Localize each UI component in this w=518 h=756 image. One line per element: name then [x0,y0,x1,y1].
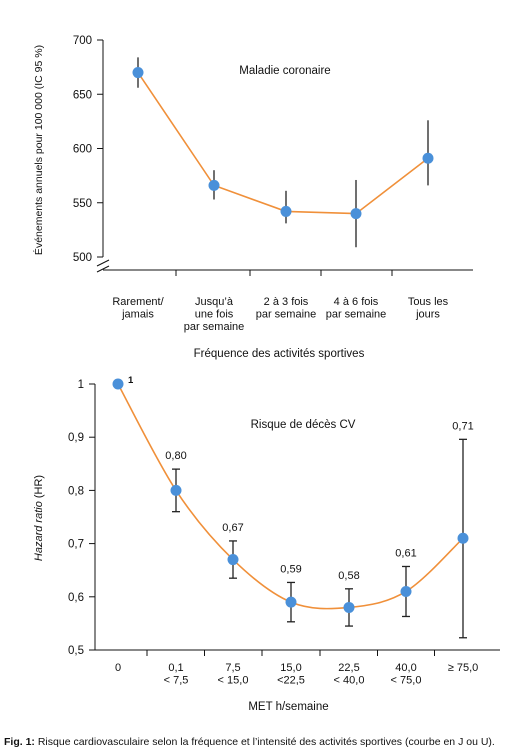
c1-data-point [422,152,434,164]
c1-y-tick-label: 550 [73,198,92,210]
c2-x-tick-label: 15,0 [280,662,301,674]
c1-x-tick-label: une fois [195,309,234,321]
c2-x-tick-label: 22,5 [338,662,359,674]
c1-y-tick-label: 700 [73,35,92,47]
c2-data-label: 0,71 [452,420,473,432]
c2-chart-title: Risque de décès CV [251,419,356,431]
c2-x-axis-label: MET h/semaine [248,701,328,713]
c1-data-point [350,208,362,220]
figure-caption-label: Fig. 1: [4,736,35,748]
figure-caption-text: Risque cardiovasculaire selon la fréquen… [37,736,495,748]
c1-data-point [208,179,220,191]
c2-data-point [457,532,469,544]
c1-x-tick-label: jours [415,309,440,321]
c2-data-point [170,484,182,496]
c1-series-line [137,72,429,215]
c2-y-tick-label: 0,6 [68,592,84,604]
c2-x-tick-label: < 75,0 [391,675,422,687]
c2-data-label: 0,58 [338,570,359,582]
c1-chart-title: Maladie coronaire [239,65,330,77]
c1-x-tick-label: 2 à 3 fois [264,296,309,308]
c1-y-axis-label: Événements annuels pour 100 000 (IC 95 %… [32,45,45,255]
c2-data-label: 1 [128,375,134,386]
c2-data-label: 0,59 [280,563,301,575]
c2-data-label: 0,80 [165,450,186,462]
c2-x-tick-label: < 15,0 [218,675,249,687]
c2-y-axis-label-rest: (HR) [33,475,45,501]
c2-y-tick-label: 0,7 [68,539,84,551]
c1-y-tick-label: 600 [73,144,92,156]
c1-x-axis-label: Fréquence des activités sportives [194,348,365,360]
c2-x-tick-label: 0,1 [168,662,183,674]
c2-y-tick-label: 0,5 [68,645,84,657]
c1-x-tick-label: Jusqu’à [195,296,234,308]
c2-x-tick-label: ≥ 75,0 [448,662,479,674]
c1-y-tick-label: 500 [73,252,92,264]
c1-x-tick-label: par semaine [326,309,387,321]
figure-caption: Fig. 1: Risque cardiovasculaire selon la… [4,736,516,748]
c2-x-tick-label: 40,0 [395,662,416,674]
c1-x-tick-label: Tous les [408,296,449,308]
c2-y-axis-label-italic: Hazard ratio [33,501,45,561]
coronary-chart: 500 550 600 650 700 Rarement/jamais Jusqu’àune… [32,35,473,360]
c2-x-tick-label: 7,5 [225,662,240,674]
c2-x-tick-label: <22,5 [277,675,305,687]
c2-data-label: 0,67 [222,522,243,534]
c1-data-point [280,205,292,217]
c1-data-point [132,67,144,79]
c1-x-tick-label: par semaine [184,321,245,333]
c2-data-point [285,596,297,608]
c2-x-tick-label: 0 [115,662,121,674]
cv-death-chart: 0,5 0,6 0,7 0,8 0,9 1 0 0,1< 7,5 7,5< 15,0 15,0<2… [33,375,500,713]
c1-x-tick-label: Rarement/ [112,296,164,308]
c2-y-axis-label: Hazard ratio (HR) [33,475,45,561]
c2-y-tick-label: 1 [78,379,84,391]
c1-x-tick-label: 4 à 6 fois [334,296,379,308]
c2-data-point [227,554,239,566]
c2-data-point [112,378,124,390]
c1-axis-break [96,259,110,273]
c1-x-tick-label: par semaine [256,309,317,321]
c2-x-tick-label: < 40,0 [334,675,365,687]
c2-data-point [400,585,412,597]
c2-data-label: 0,61 [395,547,416,559]
c2-data-point [343,601,355,613]
c2-y-tick-label: 0,9 [68,432,84,444]
c1-y-tick-label: 650 [73,89,92,101]
c2-x-tick-label: < 7,5 [164,675,189,687]
c2-y-tick-label: 0,8 [68,485,84,497]
c1-x-tick-label: jamais [121,309,154,321]
